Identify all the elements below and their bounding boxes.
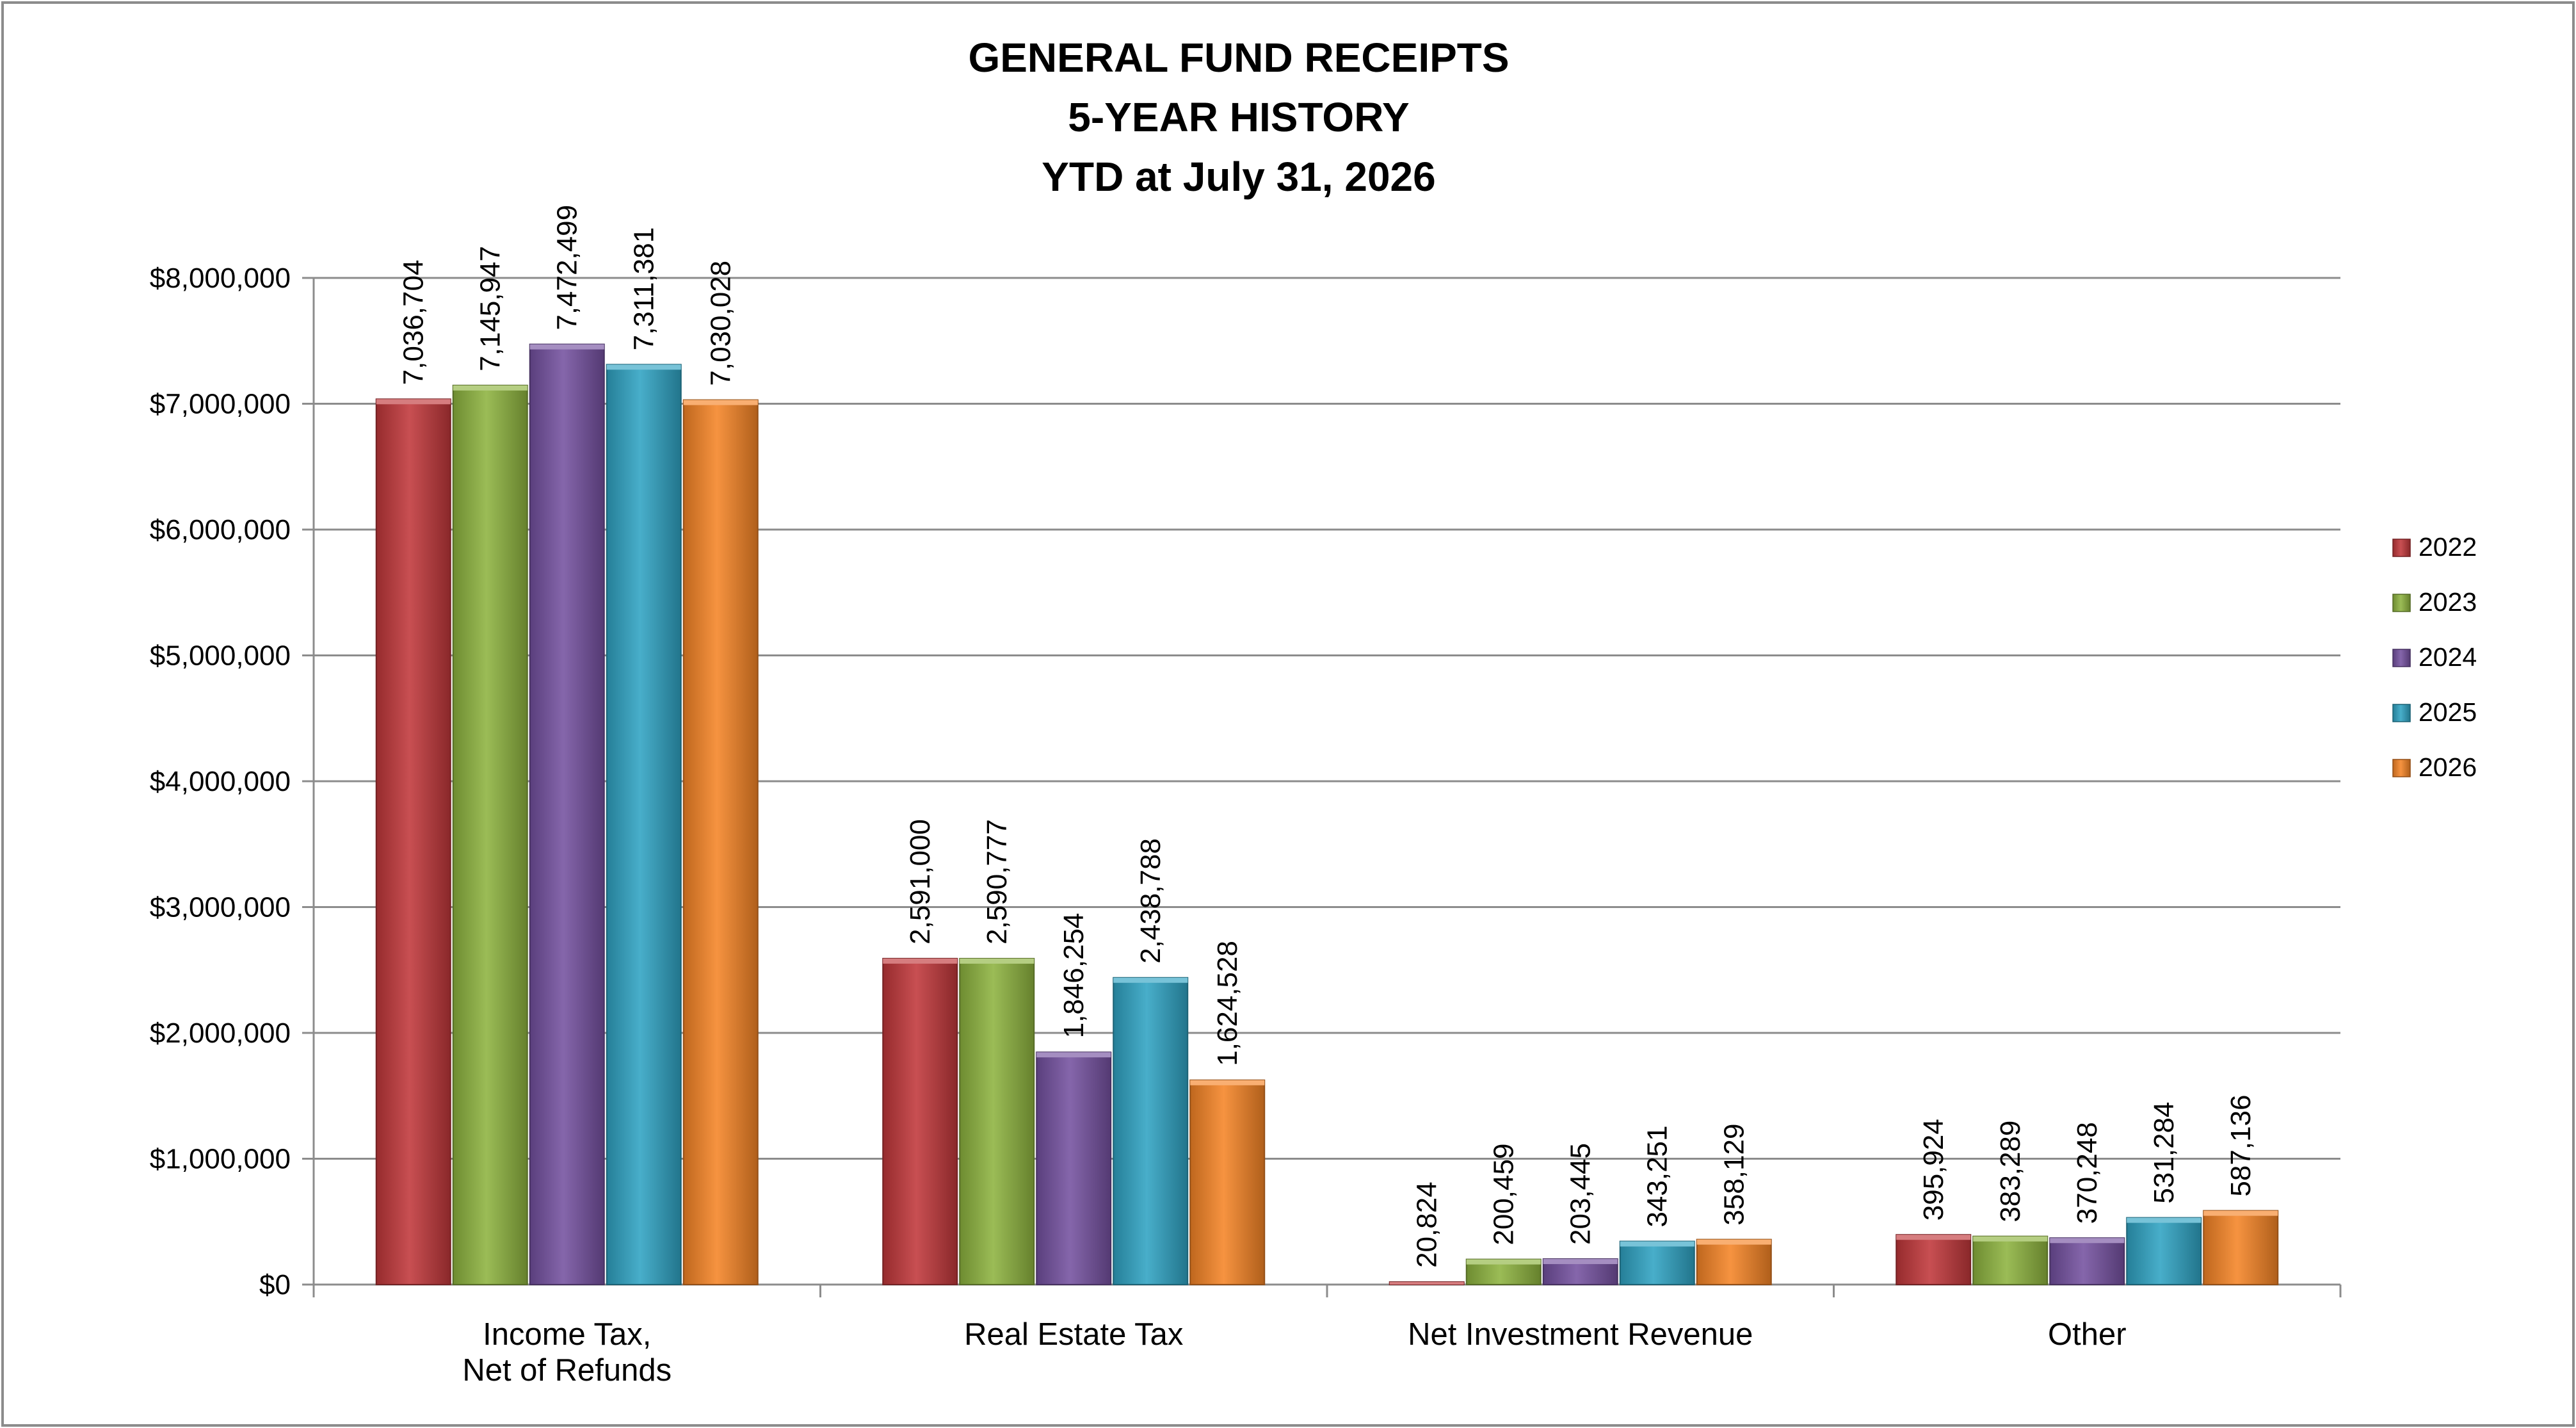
data-label: 7,036,704 — [398, 260, 430, 385]
legend-label: 2026 — [2419, 752, 2477, 782]
bar-2023 — [1972, 1235, 2049, 1286]
y-tick-label: $2,000,000 — [150, 1018, 291, 1049]
bar-2023 — [452, 384, 528, 1285]
data-label: 2,438,788 — [1135, 838, 1166, 964]
data-label: 2,591,000 — [905, 819, 936, 945]
x-category-label: Net of Refunds — [462, 1353, 672, 1388]
bar-top-highlight — [2127, 1217, 2202, 1223]
x-category-label: Other — [2048, 1317, 2127, 1352]
bar-top-highlight — [529, 344, 604, 350]
x-category-label: Net Investment Revenue — [1408, 1317, 1753, 1352]
bar-top-highlight — [1466, 1259, 1541, 1265]
bar-2024 — [529, 343, 605, 1285]
y-tick-label: $4,000,000 — [150, 766, 291, 797]
bar-2026 — [2203, 1210, 2279, 1286]
bar-2025 — [606, 364, 682, 1286]
bar-top-highlight — [960, 958, 1034, 964]
data-label: 395,924 — [1918, 1119, 1949, 1221]
chart-title: GENERAL FUND RECEIPTS 5-YEAR HISTORY YTD… — [968, 35, 1509, 200]
bar-top-highlight — [883, 958, 958, 964]
x-axis: Income Tax,Net of Refunds Real Estate Tax… — [312, 1283, 2342, 1388]
bar-2022 — [882, 957, 958, 1286]
bar-top-highlight — [2203, 1210, 2278, 1216]
bar-2026 — [1189, 1079, 1266, 1286]
bar-top-highlight — [606, 364, 681, 370]
legend-label: 2023 — [2419, 587, 2477, 617]
bar-top-highlight — [1113, 977, 1188, 983]
bar-2024 — [1036, 1051, 1112, 1285]
bar-2025 — [1619, 1240, 1695, 1285]
x-category-label: Real Estate Tax — [964, 1317, 1183, 1352]
data-label: 20,824 — [1412, 1181, 1443, 1268]
data-label: 2,590,777 — [981, 819, 1013, 945]
legend-swatch-2023 — [2392, 594, 2411, 612]
y-tick-label: $8,000,000 — [150, 263, 291, 294]
legend-label: 2022 — [2419, 532, 2477, 562]
legend-label: 2024 — [2419, 642, 2477, 672]
y-tick-label: $6,000,000 — [150, 514, 291, 546]
legend-swatch-2024 — [2392, 649, 2411, 667]
bar-top-highlight — [1036, 1052, 1111, 1058]
y-tick-label: $7,000,000 — [150, 389, 291, 420]
bar-2026 — [682, 399, 759, 1285]
bar-2026 — [1696, 1238, 1772, 1286]
data-label: 343,251 — [1642, 1125, 1673, 1227]
bar-top-highlight — [1973, 1236, 2048, 1242]
bar-2022 — [1896, 1234, 1972, 1285]
bar-top-highlight — [376, 399, 451, 405]
y-tick-label: $1,000,000 — [150, 1144, 291, 1175]
data-label: 7,145,947 — [475, 246, 506, 371]
data-label: 1,846,254 — [1058, 913, 1090, 1038]
data-labels: 7,036,704 7,145,947 7,472,499 7,311,381 7,03… — [398, 205, 2257, 1268]
data-label: 7,030,028 — [705, 261, 737, 386]
legend: 2022 2023 2024 2025 2026 — [2392, 532, 2477, 782]
data-label: 531,284 — [2148, 1102, 2180, 1204]
legend-swatch-2026 — [2392, 759, 2411, 777]
data-label: 1,624,528 — [1212, 941, 1243, 1066]
legend-label: 2025 — [2419, 697, 2477, 727]
bar-2024 — [2049, 1237, 2125, 1285]
bar-top-highlight — [1620, 1241, 1695, 1247]
bars — [375, 343, 2279, 1286]
y-axis: $0 $1,000,000 $2,000,000 $3,000,000 $4,000,0… — [150, 263, 315, 1301]
bar-top-highlight — [1696, 1239, 1771, 1245]
data-label: 7,472,499 — [552, 205, 583, 330]
x-category-label: Income Tax, — [483, 1317, 651, 1352]
legend-swatch-2025 — [2392, 704, 2411, 722]
legend-swatch-2022 — [2392, 539, 2411, 557]
bar-2025 — [1113, 977, 1189, 1286]
bar-2022 — [375, 398, 451, 1285]
data-label: 203,445 — [1565, 1143, 1597, 1245]
data-label: 383,289 — [1995, 1121, 2026, 1222]
bar-top-highlight — [453, 385, 527, 391]
data-label: 370,248 — [2072, 1122, 2103, 1224]
bar-top-highlight — [1389, 1281, 1464, 1285]
title-line-2: 5-YEAR HISTORY — [1068, 94, 1409, 140]
title-line-1: GENERAL FUND RECEIPTS — [968, 35, 1509, 81]
y-tick-label: $3,000,000 — [150, 892, 291, 923]
bar-top-highlight — [1190, 1080, 1265, 1085]
bar-top-highlight — [2050, 1238, 2125, 1244]
data-label: 7,311,381 — [629, 227, 660, 350]
data-label: 587,136 — [2225, 1095, 2257, 1197]
y-tick-label: $5,000,000 — [150, 640, 291, 672]
bar-2025 — [2126, 1217, 2202, 1285]
y-tick-label: $0 — [259, 1269, 291, 1301]
data-label: 200,459 — [1488, 1144, 1520, 1245]
bar-top-highlight — [1543, 1259, 1618, 1265]
bar-2023 — [959, 957, 1035, 1286]
data-label: 358,129 — [1719, 1124, 1750, 1226]
bar-top-highlight — [683, 400, 758, 405]
title-line-3: YTD at July 31, 2026 — [1042, 154, 1435, 200]
bar-top-highlight — [1896, 1235, 1971, 1240]
